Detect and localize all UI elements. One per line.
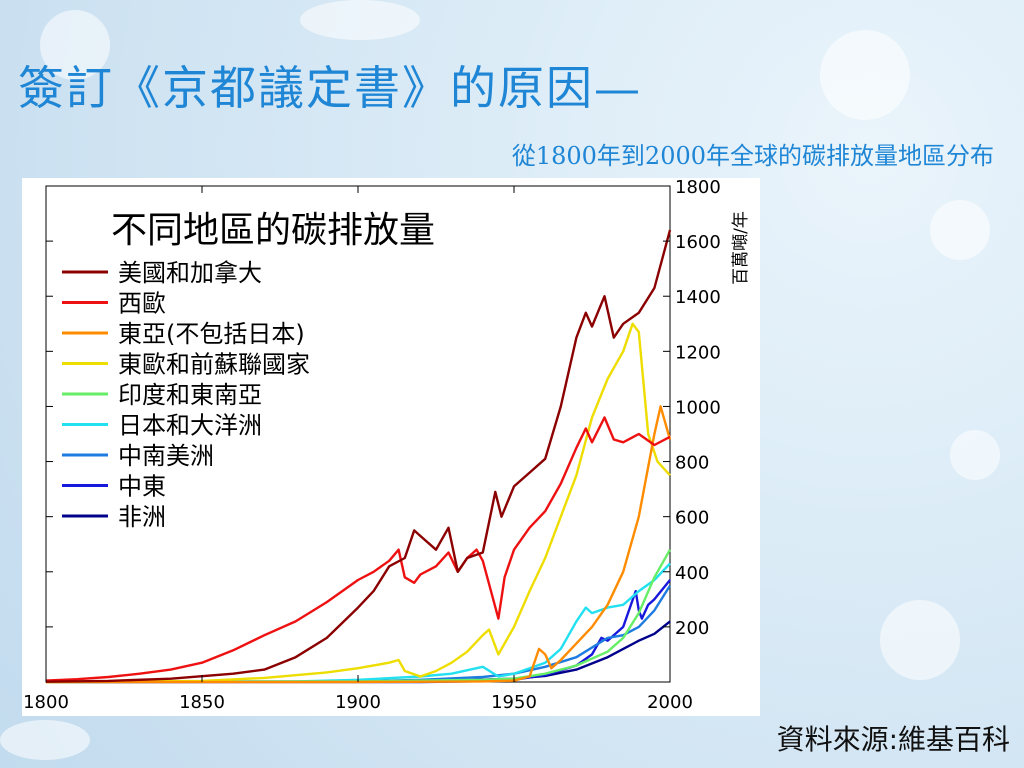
series-line-1	[45, 416, 671, 682]
series-line-3	[45, 322, 671, 684]
legend-label-3: 東歐和前蘇聯國家	[118, 351, 310, 379]
series-line-5	[45, 562, 671, 684]
slide-title: 簽訂《京都議定書》的原因—	[18, 61, 642, 115]
y-tick-label-2: 600	[675, 508, 709, 529]
y-tick-label-3: 800	[675, 453, 709, 474]
tick-layer: 1800 1850 1900 1950 2000 200 400 600 800 1000 1200…	[23, 178, 721, 713]
legend-label-4: 印度和東南亞	[118, 381, 262, 409]
y-tick-label-4: 1000	[675, 397, 721, 418]
legend-label-0: 美國和加拿大	[118, 259, 262, 287]
chart-title: 不同地區的碳排放量	[111, 210, 435, 251]
x-tick-label-1: 1850	[179, 692, 225, 713]
x-tick-label-0: 1800	[23, 692, 69, 713]
series-line-2	[46, 405, 672, 684]
legend-label-1: 西歐	[118, 290, 166, 318]
y-tick-label-0: 200	[675, 618, 709, 639]
x-tick-label-2: 1900	[335, 692, 381, 713]
legend-label-2: 東亞(不包括日本)	[118, 320, 305, 348]
y-tick-label-8: 1800	[675, 178, 721, 198]
y-tick-label-1: 400	[675, 563, 709, 584]
legend-label-7: 中東	[118, 473, 166, 501]
legend-label-6: 中南美洲	[118, 442, 214, 470]
plot-area	[45, 185, 671, 683]
x-tick-label-3: 1950	[491, 692, 537, 713]
y-axis-label: 百萬噸/年	[731, 211, 751, 285]
series-layer	[45, 229, 672, 684]
legend-label-5: 日本和大洋洲	[118, 412, 262, 440]
legend-label-8: 非洲	[118, 503, 166, 531]
y-tick-label-7: 1600	[675, 232, 721, 253]
y-tick-label-6: 1400	[675, 287, 721, 308]
emissions-chart: 1800 1850 1900 1950 2000 200 400 600 800 1000 1200…	[23, 178, 751, 713]
y-tick-label-5: 1200	[675, 342, 721, 363]
slide-subtitle: 從1800年到2000年全球的碳排放量地區分布	[511, 142, 994, 170]
series-line-0	[45, 229, 672, 683]
source-credit: 資料來源:維基百科	[776, 723, 1010, 756]
x-tick-label-4: 2000	[647, 692, 693, 713]
chart-panel: 1800 1850 1900 1950 2000 200 400 600 800 1000 1200…	[22, 178, 760, 716]
